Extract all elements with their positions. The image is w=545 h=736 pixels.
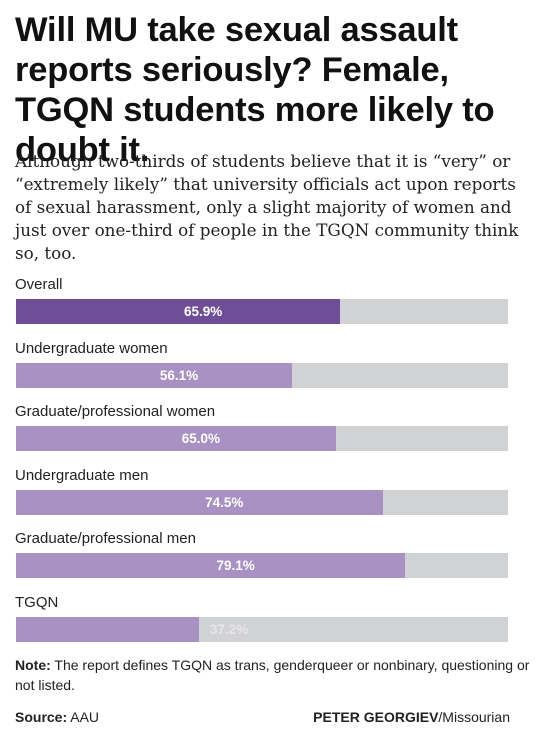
source-label: Source:	[15, 709, 68, 725]
bar-row: Overall 65.9%	[15, 275, 510, 324]
bar-track: 74.5%	[16, 489, 508, 515]
bar-track: 79.1%	[16, 553, 508, 578]
note-label: Note:	[15, 657, 51, 673]
bar	[16, 616, 200, 642]
bar	[16, 362, 292, 388]
credit-org: /Missourian	[438, 709, 510, 725]
note-text: The report defines TGQN as trans, gender…	[15, 657, 530, 693]
bar-category-label: Undergraduate men	[15, 466, 149, 484]
bar-value-label: 79.1%	[216, 558, 255, 573]
source-text: AAU	[67, 709, 100, 725]
bar-row: Graduate/professional men 79.1%	[15, 529, 510, 578]
bar	[16, 553, 406, 578]
bar-track: 37.2%	[16, 616, 508, 642]
bar-category-label: Graduate/professional men	[15, 530, 196, 547]
credit-name: PETER GEORGIEV	[313, 709, 439, 725]
bar-value-label: 65.9%	[183, 304, 223, 319]
bar-row: Graduate/professional women 65.0%	[15, 402, 510, 451]
headline: Will MU take sexual assault reports seri…	[15, 11, 495, 169]
bar	[16, 426, 336, 451]
bar-category-label: Undergraduate women	[15, 339, 168, 357]
bar-value-label: 65.0%	[181, 431, 221, 446]
bar-track: 56.1%	[16, 362, 508, 388]
bar-track: 65.9%	[16, 299, 508, 324]
bar-track: 65.0%	[16, 426, 508, 451]
bar-row: TGQN 37.2%	[15, 593, 510, 642]
bar	[16, 489, 383, 515]
bar-value-label: 56.1%	[159, 367, 199, 383]
note: Note: The report defines TGQN as trans, …	[15, 655, 535, 695]
bar-value-label: 37.2%	[209, 621, 249, 637]
credit: PETER GEORGIEV/Missourian	[313, 709, 510, 725]
bar-value-label: 74.5%	[205, 494, 244, 510]
bar-row: Undergraduate men 74.5%	[15, 466, 510, 515]
source: Source: AAU	[15, 709, 99, 725]
bar-row: Undergraduate women 56.1%	[15, 339, 510, 388]
dek: Although two-thirds of students believe …	[15, 151, 519, 263]
bar-category-label: Graduate/professional women	[15, 403, 216, 420]
bar-category-label: Overall	[15, 276, 63, 293]
bar	[16, 299, 341, 324]
bar-category-label: TGQN	[15, 593, 59, 611]
